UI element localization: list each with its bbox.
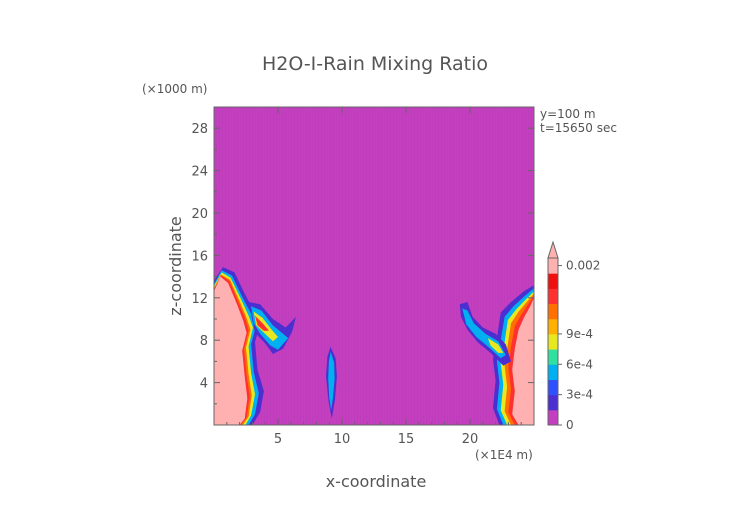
y-axis: 4 8 12 16 20 24 28 bbox=[191, 122, 534, 405]
annotation-y: y=100 m bbox=[540, 107, 596, 121]
field-texture bbox=[214, 107, 534, 425]
colorbar-segment bbox=[548, 394, 558, 411]
colorbar-segment bbox=[548, 288, 558, 305]
colorbar-extend-arrow bbox=[547, 240, 559, 259]
colorbar-segment bbox=[548, 364, 558, 380]
center-shaft-inner bbox=[328, 351, 335, 411]
colorbar-label: 6e-4 bbox=[566, 357, 593, 371]
right-shaft-core bbox=[512, 297, 534, 425]
y-unit-label: (×1000 m) bbox=[142, 82, 207, 96]
colorbar-label: 3e-4 bbox=[566, 388, 593, 402]
left-outflow-red bbox=[255, 315, 269, 331]
colorbar-label: 0 bbox=[566, 418, 574, 432]
colorbar: 0 3e-4 6e-4 9e-4 0.002 bbox=[547, 240, 600, 432]
chart-title: H2O-I-Rain Mixing Ratio bbox=[262, 53, 488, 75]
left-outflow-yellow bbox=[253, 311, 278, 342]
colorbar-segment bbox=[548, 379, 558, 396]
colorbar-segment bbox=[548, 349, 558, 365]
x-tick-label: 20 bbox=[462, 432, 479, 447]
colorbar-label: 0.002 bbox=[566, 259, 600, 273]
right-outflow-yellow bbox=[487, 338, 504, 353]
x-axis-label: x-coordinate bbox=[326, 472, 427, 491]
colorbar-segment bbox=[548, 273, 558, 289]
x-unit-label: (×1E4 m) bbox=[475, 448, 533, 462]
y-tick-label: 24 bbox=[191, 165, 208, 180]
y-axis-label: z-coordinate bbox=[166, 216, 185, 316]
y-tick-label: 12 bbox=[191, 292, 208, 307]
y-tick-label: 4 bbox=[200, 377, 208, 392]
y-tick-label: 28 bbox=[191, 122, 208, 137]
x-tick-label: 5 bbox=[274, 432, 282, 447]
colorbar-segment bbox=[548, 258, 558, 274]
colorbar-segment bbox=[548, 303, 558, 320]
x-tick-label: 15 bbox=[398, 432, 415, 447]
colorbar-segment bbox=[548, 318, 558, 335]
x-axis: 5 10 15 20 bbox=[226, 107, 522, 447]
colorbar-segment bbox=[548, 409, 558, 426]
plot-area bbox=[214, 107, 534, 425]
colorbar-label: 9e-4 bbox=[566, 327, 593, 341]
colorbar-segment bbox=[548, 333, 558, 350]
left-shaft-core bbox=[214, 276, 248, 425]
x-tick-label: 10 bbox=[334, 432, 351, 447]
y-tick-label: 16 bbox=[191, 249, 208, 264]
annotation-t: t=15650 sec bbox=[540, 121, 617, 135]
plot-frame bbox=[213, 106, 535, 426]
colorbar-frame bbox=[547, 257, 559, 426]
y-tick-label: 8 bbox=[200, 334, 208, 349]
y-tick-label: 20 bbox=[191, 207, 208, 222]
